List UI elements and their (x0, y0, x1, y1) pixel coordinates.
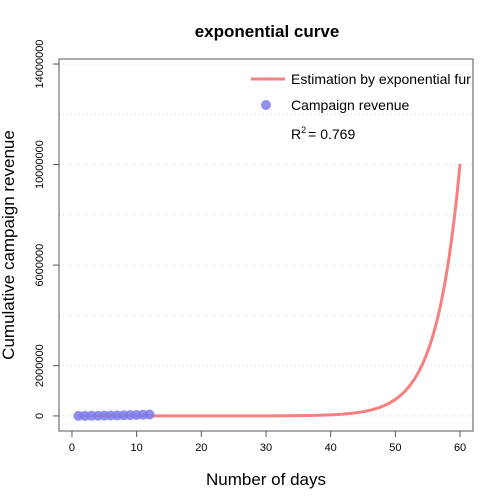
y-axis-label: Cumulative campaign revenue (0, 130, 18, 360)
revenue-points (73, 409, 155, 421)
x-tick-label: 0 (69, 442, 75, 454)
x-tick-label: 40 (325, 442, 337, 454)
legend-point-label: Campaign revenue (291, 97, 410, 113)
legend: Estimation by exponential fur Campaign r… (251, 71, 471, 142)
y-tick-label: 0 (34, 413, 46, 419)
revenue-point (144, 409, 155, 420)
y-tick-label: 2000000 (34, 344, 46, 387)
r-squared-symbol: R (291, 126, 301, 142)
x-tick-label: 20 (195, 442, 207, 454)
chart-title: exponential curve (195, 22, 340, 41)
x-tick-label: 60 (454, 442, 466, 454)
x-tick-label: 10 (131, 442, 143, 454)
r-squared-value: = 0.769 (308, 126, 355, 142)
y-tick-label: 10000000 (34, 140, 46, 189)
legend-fit-label: Estimation by exponential fur (291, 71, 471, 87)
y-tick-label: 6000000 (34, 244, 46, 287)
x-axis-ticks: 0 10 20 30 40 50 60 (69, 431, 466, 454)
x-axis-label: Number of days (206, 470, 326, 489)
y-tick-label: 14000000 (34, 40, 46, 89)
x-tick-label: 30 (260, 442, 272, 454)
r-squared-superscript: 2 (301, 125, 306, 135)
y-axis-ticks: 0 2000000 6000000 10000000 14000000 (34, 40, 59, 419)
legend-point-swatch (261, 100, 271, 110)
r-squared-annotation: R2 = 0.769 (291, 125, 355, 142)
x-tick-label: 50 (389, 442, 401, 454)
